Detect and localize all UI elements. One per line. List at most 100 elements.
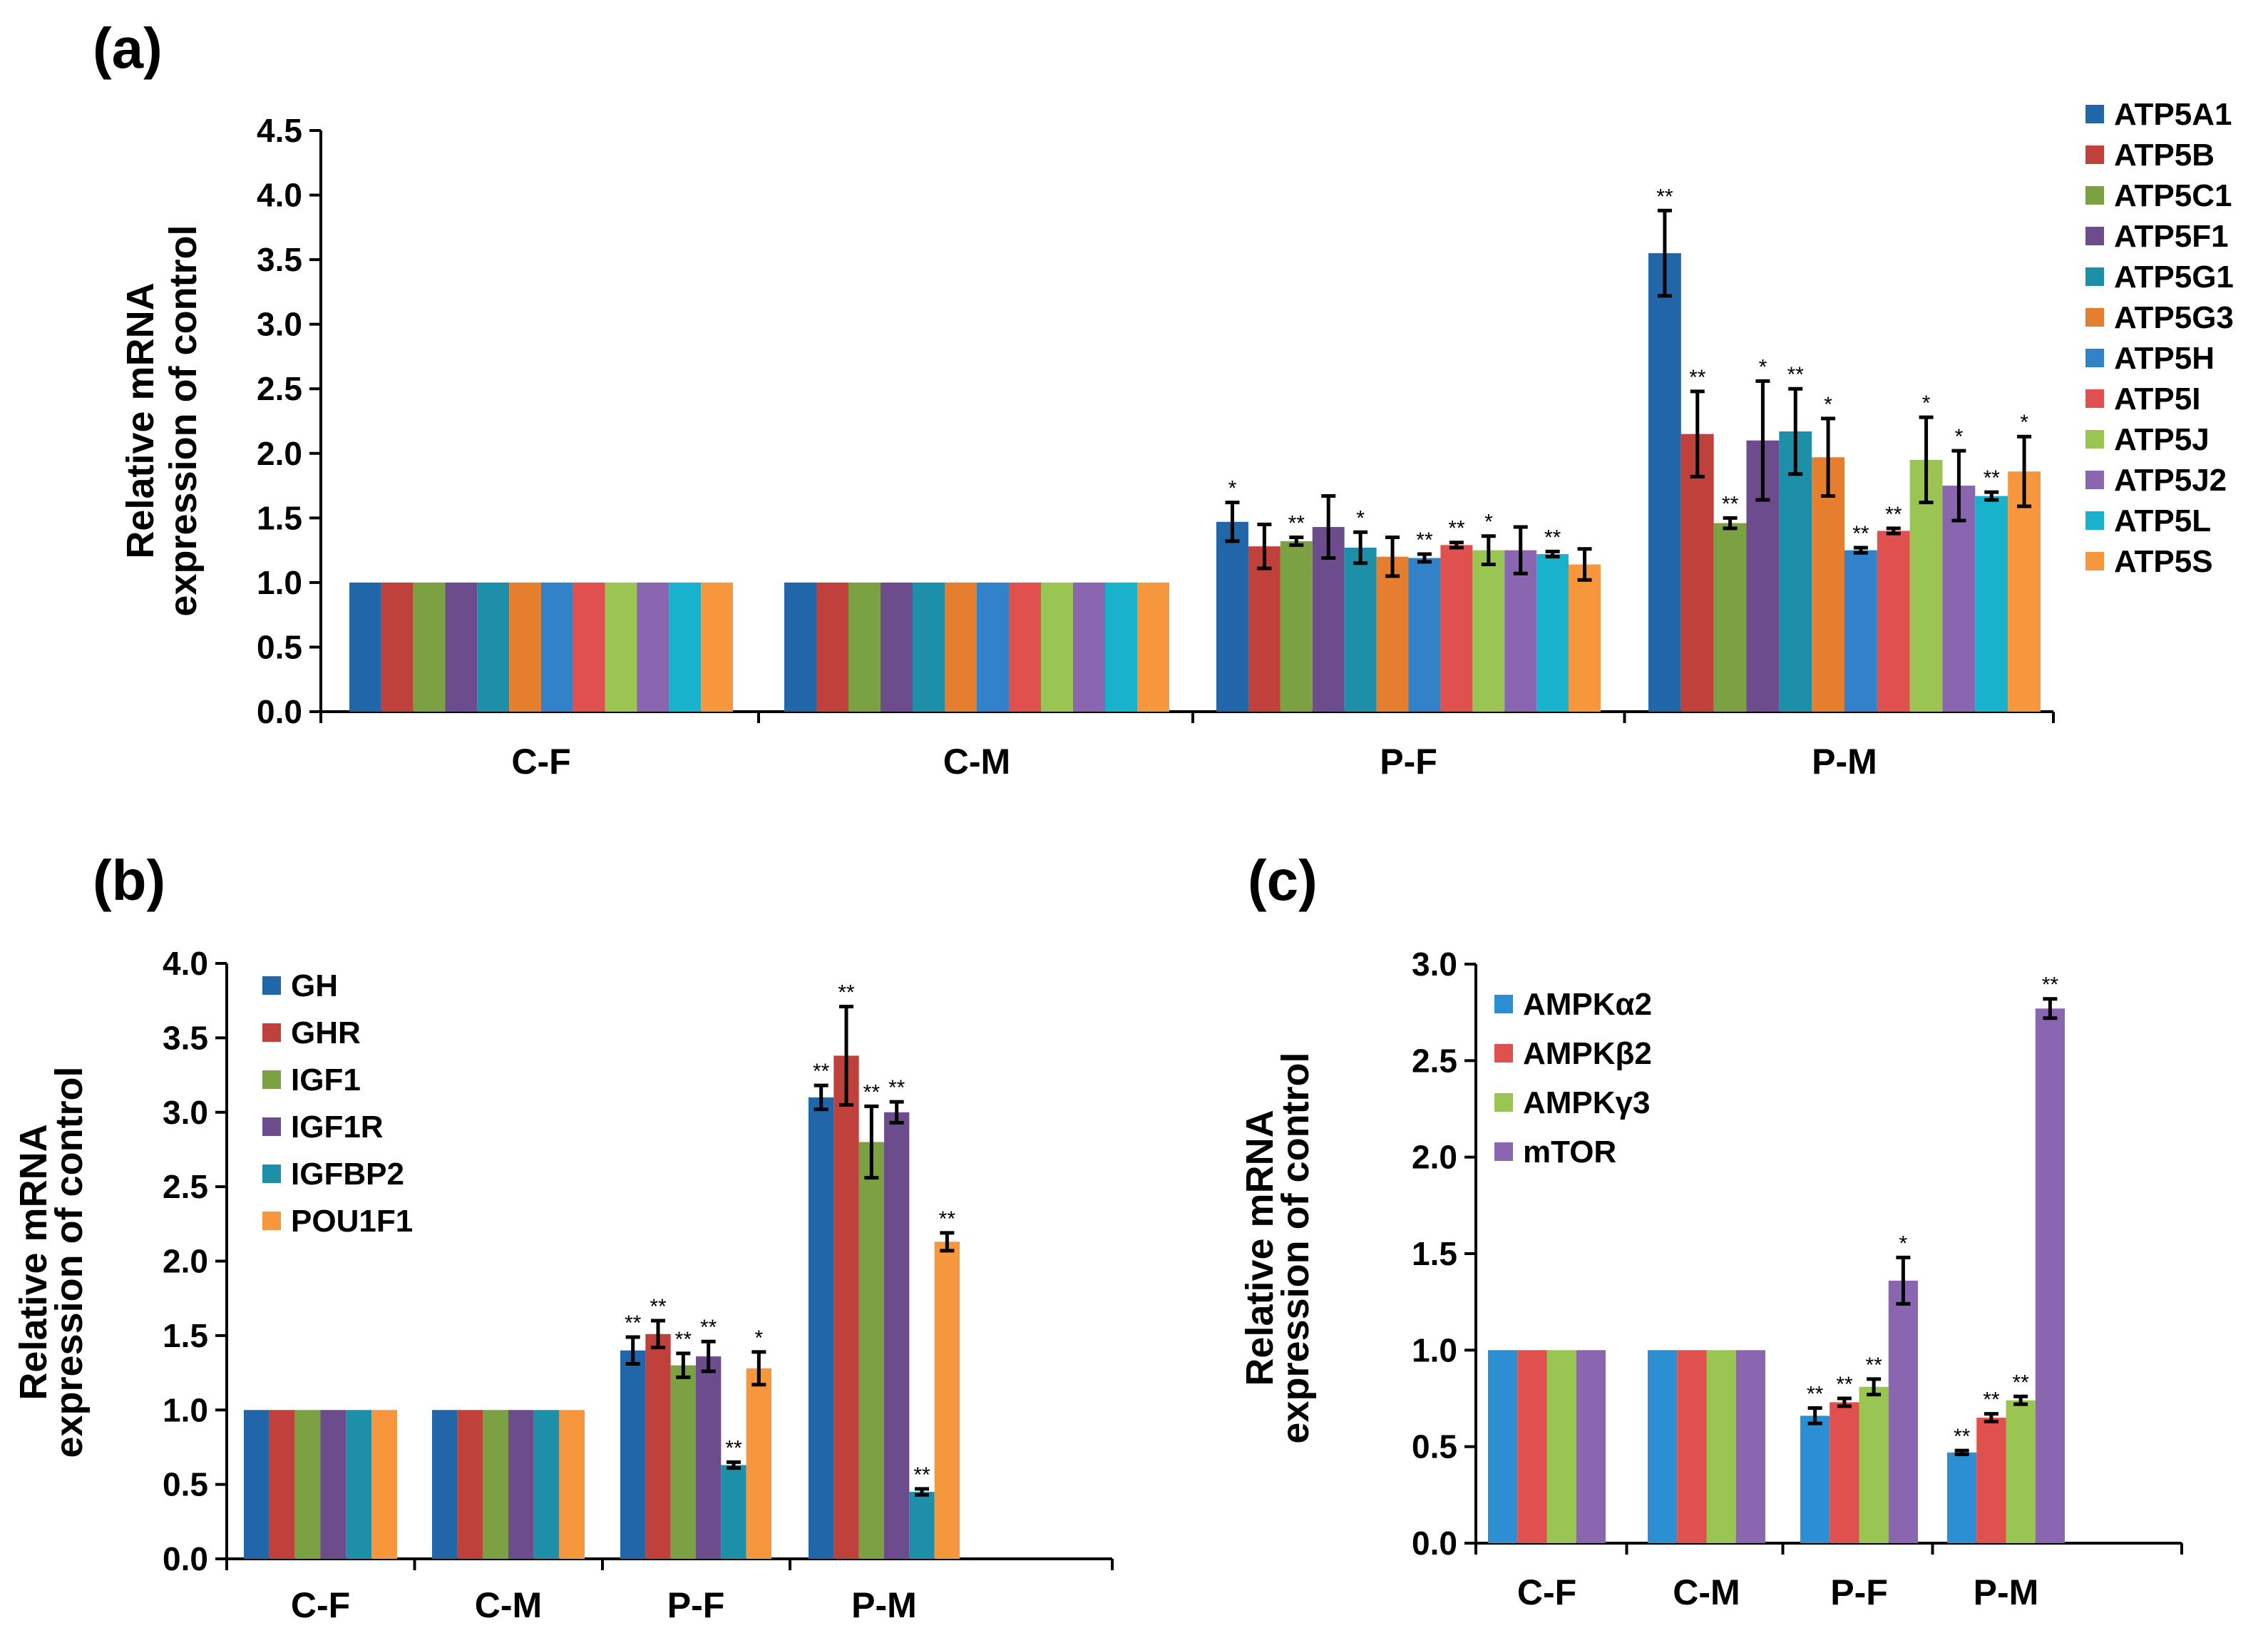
legend-swatch [2085,267,2104,286]
bar [508,1410,534,1559]
y-tick-label: 2.0 [1412,1139,1457,1176]
significance-marker: * [1899,1232,1908,1255]
significance-marker: ** [2012,1371,2029,1394]
legend-swatch [2085,511,2104,530]
bar [1713,523,1747,712]
bar [1947,1452,1977,1543]
bar [477,582,510,712]
significance-marker: ** [1885,503,1902,526]
bar [541,582,573,712]
legend-swatch [262,1212,281,1230]
bar [483,1410,508,1559]
panel-label: (c) [1248,849,1318,912]
y-tick-label: 1.5 [163,1317,208,1354]
x-tick-label: P-F [1380,742,1437,782]
bar [696,1356,722,1559]
significance-marker: ** [725,1436,742,1460]
y-tick-label: 1.0 [1412,1331,1457,1368]
y-tick-label: 3.0 [257,306,302,343]
legend-label: AMPKγ3 [1523,1085,1651,1120]
x-tick-label: C-M [475,1585,542,1625]
legend-swatch [2085,227,2104,245]
bar [1344,547,1377,712]
bar [432,1410,458,1559]
bar [1888,1280,1918,1543]
y-tick-label: 2.5 [257,370,302,407]
x-tick-label: P-M [1974,1572,2039,1612]
panel-label: (a) [93,16,163,80]
bar [2008,471,2041,712]
significance-marker: ** [650,1295,667,1319]
y-tick-label: 0.0 [1412,1525,1457,1562]
significance-marker: ** [1416,528,1433,552]
legend: GH GHR IGF1 IGF1R IGFBP2 POU1F1 [262,968,413,1239]
y-axis-title-line: Relative mRNA [119,282,162,558]
bar [1976,1418,2006,1543]
legend-label: GHR [291,1015,361,1050]
significance-marker: ** [838,981,855,1005]
bar [1779,431,1812,712]
bar [1105,582,1137,712]
significance-marker: ** [1807,1383,1824,1406]
significance-marker: ** [1689,366,1706,389]
bar [848,582,881,712]
bar [909,1492,935,1559]
bar [1408,558,1441,712]
y-tick-label: 1.5 [1412,1235,1457,1272]
bar [1488,1350,1518,1543]
bar [1536,554,1569,712]
significance-marker: ** [625,1311,642,1335]
x-tick-label: P-M [1812,742,1877,782]
legend-swatch [1494,1044,1513,1063]
significance-marker: ** [1544,526,1561,549]
bar [559,1410,585,1559]
bar [858,1142,884,1559]
legend: AMPKα2 AMPKβ2 AMPKγ3 mTOR [1494,987,1652,1169]
bar [1440,545,1473,712]
legend-swatch [1494,995,1513,1013]
significance-marker: * [1356,506,1365,530]
legend-swatch [2085,552,2104,570]
legend-label: AMPKα2 [1523,987,1652,1022]
bar [1975,496,2008,712]
bar [573,582,605,712]
legend-swatch [1494,1093,1513,1112]
legend-swatch [2085,145,2104,164]
x-tick-label: P-F [1830,1572,1888,1612]
bar [2035,1008,2065,1543]
bar [1877,531,1910,712]
y-axis-title-line: expression of control [162,225,205,616]
significance-marker: ** [813,1060,830,1083]
legend-swatch [262,1023,281,1042]
y-tick-label: 3.5 [257,241,302,278]
legend-label: ATP5C1 [2114,178,2232,213]
bar [1681,434,1714,712]
bar [881,582,913,712]
bar [1569,564,1601,712]
bar [746,1368,771,1559]
y-axis-title-line: expression of control [48,1066,91,1458]
legend-label: ATP5L [2114,503,2211,538]
bar [645,1334,671,1559]
legend-label: IGF1R [291,1110,384,1145]
bar [1830,1402,1859,1543]
bar [346,1410,372,1559]
legend-swatch [262,1117,281,1136]
y-axis-title-line: Relative mRNA [12,1124,55,1400]
bar [1648,1350,1678,1543]
bar [1041,582,1073,712]
significance-marker: ** [888,1076,905,1100]
significance-marker: ** [2042,973,2059,997]
legend-label: mTOR [1523,1135,1616,1169]
significance-marker: ** [1954,1425,1971,1448]
significance-marker: ** [913,1463,930,1487]
y-tick-label: 2.0 [163,1243,208,1280]
legend-label: ATP5G1 [2114,260,2234,295]
legend-swatch [2085,389,2104,408]
y-tick-label: 2.5 [1412,1042,1457,1079]
legend-swatch [2085,471,2104,489]
legend-label: GH [291,968,338,1003]
legend-swatch [2085,105,2104,123]
